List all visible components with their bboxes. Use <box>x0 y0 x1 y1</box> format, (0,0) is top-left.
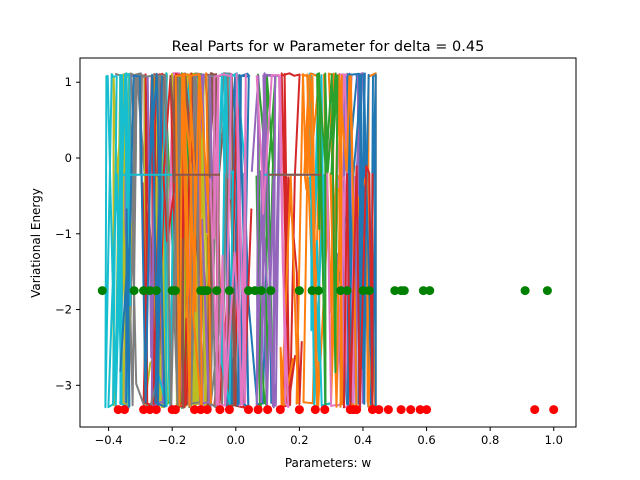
data-point-marker <box>314 286 323 296</box>
data-point-marker <box>139 405 149 415</box>
series-line <box>308 72 331 409</box>
data-point-marker <box>202 286 212 296</box>
data-point-marker <box>320 405 330 415</box>
y-tick-label: −3 <box>55 378 72 392</box>
data-point-marker <box>358 286 368 296</box>
data-point-marker <box>266 286 276 296</box>
x-tick-label: 0.8 <box>481 433 499 447</box>
y-axis-ticks: 1 0 −1 −2 −3 <box>55 75 80 392</box>
series-lines <box>104 72 377 409</box>
series-line <box>279 72 321 409</box>
data-point-marker <box>542 286 552 296</box>
data-point-marker <box>151 405 161 415</box>
x-tick-label: 0.2 <box>290 433 308 447</box>
data-point-marker <box>294 405 304 415</box>
data-point-marker <box>145 286 155 296</box>
y-tick-label: −1 <box>55 227 72 241</box>
data-point-marker <box>97 286 107 296</box>
data-point-marker <box>520 286 530 296</box>
series-line <box>316 72 339 409</box>
x-tick-label: 1.0 <box>545 433 563 447</box>
data-point-marker <box>196 405 206 415</box>
x-tick-label: −0.4 <box>95 433 123 447</box>
data-point-marker <box>415 405 425 415</box>
data-point-marker <box>390 286 400 296</box>
data-point-marker <box>399 286 409 296</box>
series-line <box>255 74 290 409</box>
data-point-marker <box>406 405 416 415</box>
plot-frame <box>79 57 577 428</box>
x-tick-label: 0.0 <box>227 433 245 447</box>
data-point-marker <box>336 286 346 296</box>
data-point-marker <box>212 286 222 296</box>
data-point-marker <box>425 286 435 296</box>
data-point-marker <box>307 286 317 296</box>
data-point-marker <box>418 286 428 296</box>
data-point-marker <box>275 405 285 415</box>
data-point-marker <box>139 286 149 296</box>
data-point-marker <box>294 286 304 296</box>
marker-points <box>97 286 559 415</box>
x-tick-label: 0.6 <box>417 433 435 447</box>
data-point-marker <box>224 286 234 296</box>
x-axis-label: Parameters: w <box>285 456 372 470</box>
data-point-marker <box>352 405 362 415</box>
data-point-marker <box>374 405 384 415</box>
data-point-marker <box>368 405 377 415</box>
data-point-marker <box>120 405 129 415</box>
data-point-marker <box>530 405 540 415</box>
data-point-marker <box>224 405 234 415</box>
y-tick-label: 0 <box>65 151 72 165</box>
data-point-marker <box>253 405 263 415</box>
data-point-marker <box>256 286 266 296</box>
data-point-marker <box>422 405 432 415</box>
data-point-marker <box>244 286 253 296</box>
series-line <box>174 72 212 408</box>
data-point-marker <box>170 405 180 415</box>
y-tick-label: 1 <box>65 75 72 89</box>
data-point-marker <box>190 405 199 415</box>
x-axis-ticks: −0.4 −0.2 0.0 0.2 0.4 0.6 0.8 1.0 <box>95 427 563 447</box>
x-tick-label: −0.2 <box>158 433 186 447</box>
data-point-marker <box>244 405 253 415</box>
x-tick-label: 0.4 <box>354 433 372 447</box>
data-point-marker <box>250 286 260 296</box>
data-point-marker <box>215 405 225 415</box>
data-point-marker <box>170 286 180 296</box>
data-point-marker <box>145 405 155 415</box>
data-point-marker <box>396 405 406 415</box>
data-point-marker <box>113 405 123 415</box>
data-point-marker <box>202 405 212 415</box>
series-line <box>209 72 247 408</box>
y-tick-label: −2 <box>55 303 72 317</box>
chart-title: Real Parts for w Parameter for delta = 0… <box>172 39 485 55</box>
data-point-marker <box>129 286 139 296</box>
data-point-marker <box>383 405 393 415</box>
data-point-marker <box>549 405 559 415</box>
data-point-marker <box>263 405 273 415</box>
data-point-marker <box>364 286 374 296</box>
data-point-marker <box>310 405 320 415</box>
data-point-marker <box>342 286 352 296</box>
data-point-marker <box>151 286 161 296</box>
series-line <box>119 72 166 408</box>
series-line <box>347 72 377 408</box>
series-line <box>139 72 202 409</box>
y-axis-label: Variational Energy <box>29 188 43 298</box>
